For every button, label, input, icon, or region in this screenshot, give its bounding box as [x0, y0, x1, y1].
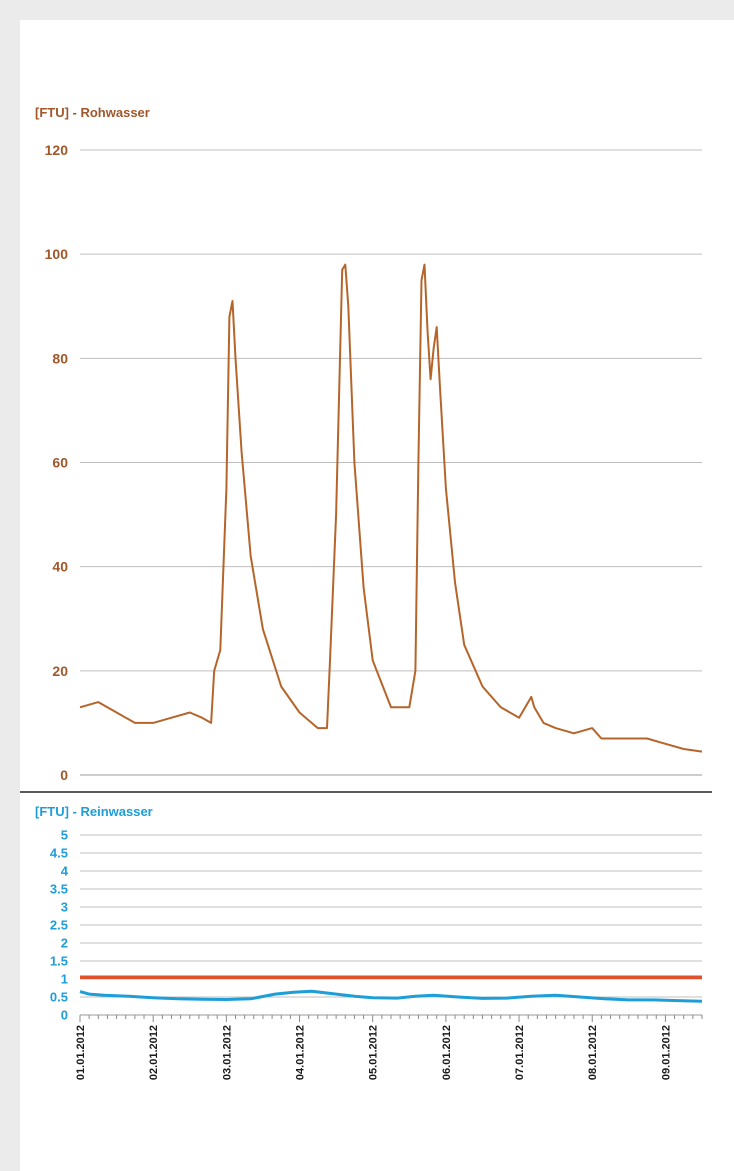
bottom-xtick-label: 07.01.2012 [514, 1025, 526, 1080]
top-ytick-label: 40 [52, 559, 68, 575]
bottom-ytick-label: 3 [61, 900, 68, 915]
bottom-ytick-label: 5 [61, 828, 68, 843]
bottom-ytick-label: 4.5 [50, 846, 68, 861]
bottom-xtick-label: 03.01.2012 [221, 1025, 233, 1080]
bottom-ytick-label: 1.5 [50, 954, 68, 969]
bottom-xtick-label: 06.01.2012 [441, 1025, 453, 1080]
bottom-ytick-label: 0 [61, 1008, 68, 1023]
bottom-xtick-label: 05.01.2012 [368, 1025, 380, 1080]
bottom-ytick-label: 1 [61, 972, 68, 987]
bottom-xtick-label: 01.01.2012 [75, 1025, 87, 1080]
bottom-ytick-label: 2.5 [50, 918, 68, 933]
top-ytick-label: 100 [45, 246, 69, 262]
bottom-xtick-label: 08.01.2012 [587, 1025, 599, 1080]
bottom-xtick-label: 09.01.2012 [660, 1025, 672, 1080]
rohwasser-series-line [79, 263, 703, 753]
bottom-xtick-label: 04.01.2012 [295, 1025, 307, 1080]
top-ytick-label: 60 [52, 455, 68, 471]
bottom-ytick-label: 2 [61, 936, 68, 951]
bottom-ytick-label: 3.5 [50, 882, 68, 897]
top-ytick-label: 20 [52, 663, 68, 679]
bottom-chart-title: [FTU] - Reinwasser [35, 804, 153, 819]
bottom-xtick-label: 02.01.2012 [148, 1025, 160, 1080]
top-ytick-label: 0 [60, 767, 68, 783]
chart-panel: [FTU] - Rohwasser 0 20 40 60 80 100 120 [FTU] … [20, 20, 734, 1171]
top-ytick-label: 120 [45, 142, 69, 158]
bottom-ytick-label: 0.5 [50, 990, 68, 1005]
bottom-ytick-label: 4 [61, 864, 69, 879]
reinwasser-series-line [79, 989, 703, 1003]
top-chart-title: [FTU] - Rohwasser [35, 105, 150, 120]
top-ytick-label: 80 [52, 350, 68, 366]
